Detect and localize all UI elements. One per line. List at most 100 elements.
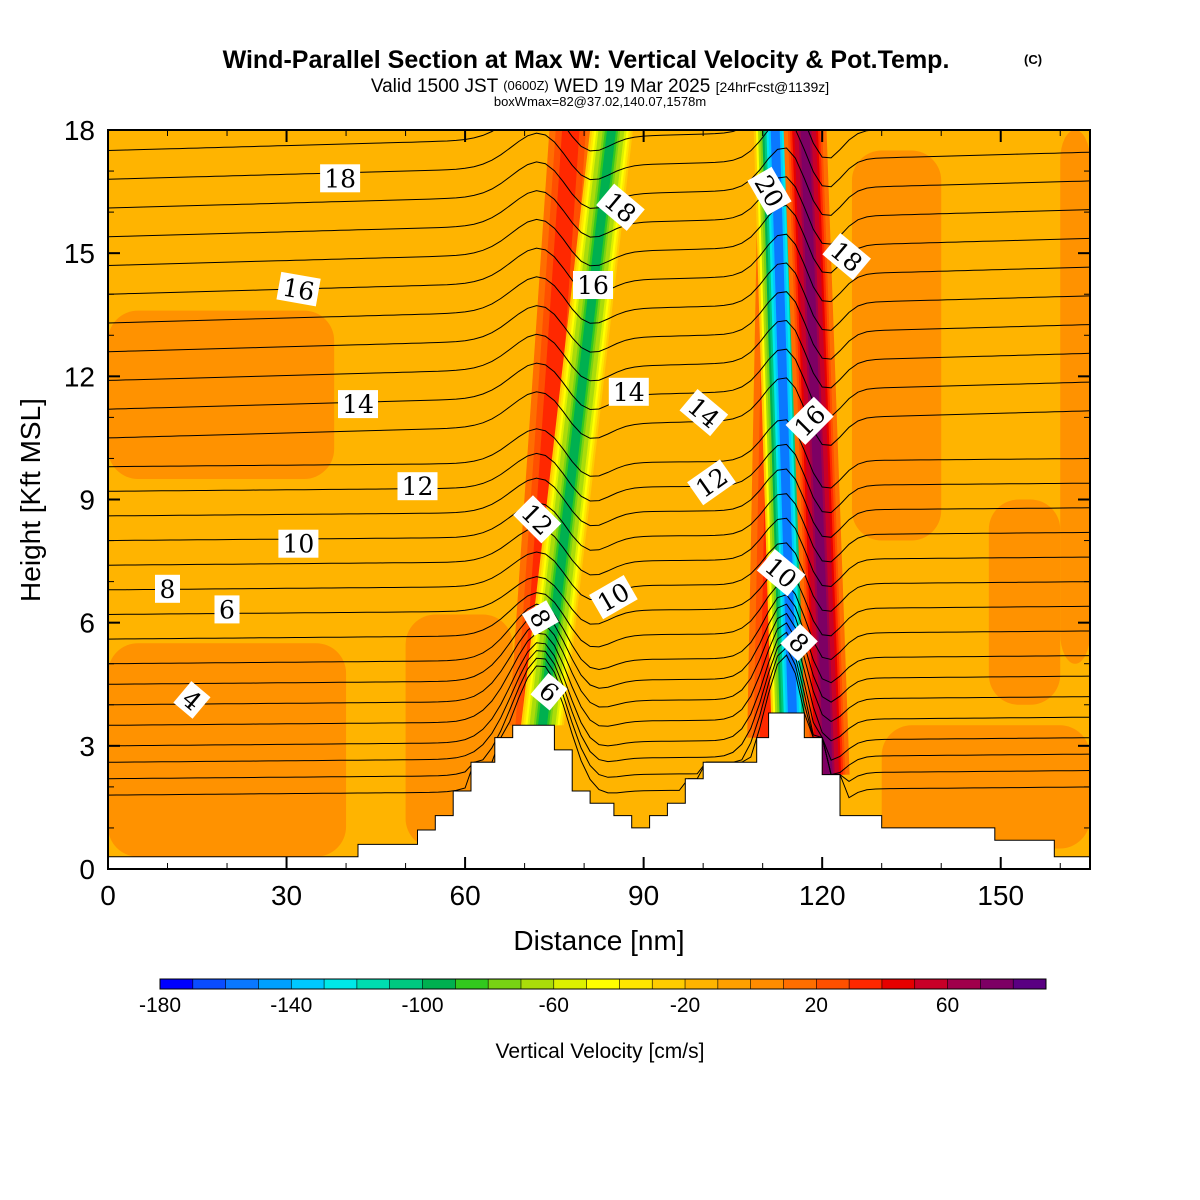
y-tick-label: 0 bbox=[79, 854, 95, 885]
theta-label-text: 10 bbox=[282, 530, 314, 559]
theta-label-text: 8 bbox=[160, 575, 176, 604]
theta-label: 6 bbox=[214, 595, 240, 624]
isentrope-line bbox=[108, 646, 1090, 783]
colorbar-swatch bbox=[225, 979, 259, 989]
colorbar-swatch bbox=[980, 979, 1014, 989]
theta-label-box bbox=[687, 459, 736, 506]
w-patch bbox=[988, 499, 1061, 705]
updraft-band-3-shade bbox=[800, 130, 833, 775]
colorbar: -180 -140 -100 -60 -20 20 60 bbox=[139, 978, 1047, 1017]
colorbar-tick-label: -20 bbox=[670, 994, 700, 1017]
theta-label-text: 14 bbox=[613, 378, 645, 407]
isentrope-line bbox=[108, 319, 1090, 389]
theta-label-text: 16 bbox=[577, 271, 609, 300]
theta-label: 16 bbox=[276, 271, 321, 307]
w-patch bbox=[108, 310, 335, 479]
theta-label-text: 16 bbox=[280, 273, 316, 307]
colorbar-swatch bbox=[160, 979, 194, 989]
colorbar-swatch bbox=[389, 979, 424, 989]
colorbar-frame bbox=[159, 978, 1047, 990]
w-patch bbox=[1060, 130, 1090, 664]
theta-label-box bbox=[573, 271, 613, 299]
colorbar-swatch bbox=[553, 979, 588, 989]
isentrope-line bbox=[108, 147, 1090, 216]
theta-label: 14 bbox=[338, 390, 378, 419]
w-patch bbox=[108, 643, 347, 857]
w-patch bbox=[851, 150, 942, 541]
x-tick-label: 0 bbox=[100, 880, 116, 911]
theta-label-text: 18 bbox=[324, 164, 356, 193]
potential-temperature-contours bbox=[108, 130, 1090, 799]
subtitle-zulu: (0600Z) bbox=[503, 78, 549, 93]
colorbar-swatch bbox=[422, 979, 456, 989]
isentrope-line bbox=[108, 622, 1090, 742]
isentrope-line bbox=[108, 348, 1090, 418]
isentrope-line bbox=[108, 419, 1090, 489]
theta-label-box bbox=[338, 390, 378, 419]
colorbar-swatch bbox=[849, 979, 883, 989]
isentrope-line bbox=[108, 377, 1090, 446]
isentrope-line bbox=[108, 517, 1090, 588]
theta-label: 16 bbox=[573, 271, 613, 300]
theta-label-box bbox=[747, 166, 792, 216]
isentrope-line bbox=[108, 612, 1090, 723]
x-tick-label: 90 bbox=[628, 880, 659, 911]
isentrope-line bbox=[108, 567, 1090, 637]
isentrope-line bbox=[108, 468, 1090, 538]
y-tick-label: 18 bbox=[64, 115, 95, 146]
colorbar-swatch bbox=[488, 979, 522, 989]
theta-label-box bbox=[155, 574, 180, 603]
chart-subtitle: Valid 1500 JST (0600Z) WED 19 Mar 2025 [… bbox=[371, 74, 829, 97]
colorbar-swatch bbox=[914, 979, 949, 989]
x-tick-label: 150 bbox=[977, 880, 1024, 911]
colorbar-tick-label: -100 bbox=[402, 994, 444, 1017]
subtitle-fcst: [24hrFcst@1139z] bbox=[716, 79, 830, 95]
isentrope-line bbox=[108, 594, 1090, 684]
axes: 0 30 60 90 120 150 0 3 6 9 12 15 18 bbox=[64, 115, 1090, 911]
theta-label-box bbox=[780, 623, 818, 662]
isentrope-line bbox=[108, 291, 1090, 360]
isentrope-line bbox=[108, 493, 1090, 563]
theta-label-box bbox=[173, 681, 211, 719]
colorbar-tick-label: 60 bbox=[936, 994, 959, 1017]
theta-label-box bbox=[822, 232, 871, 281]
colorbar-swatch bbox=[717, 979, 752, 989]
x-axis-label: Distance [nm] bbox=[513, 925, 684, 956]
isentrope-line bbox=[108, 262, 1090, 331]
theta-label: 18 bbox=[320, 164, 361, 193]
colorbar-swatch bbox=[258, 979, 292, 989]
x-tick-label: 60 bbox=[450, 880, 481, 911]
theta-label-box bbox=[785, 396, 834, 445]
isentrope-line bbox=[108, 582, 1090, 661]
colorbar-swatch bbox=[619, 979, 653, 989]
colorbar-tick-label: -60 bbox=[539, 994, 569, 1017]
theta-label-text: 6 bbox=[219, 595, 235, 624]
isentrope-line bbox=[108, 639, 1090, 776]
subtitle-valid: Valid 1500 JST bbox=[371, 76, 499, 97]
theta-label: 8 bbox=[155, 574, 180, 604]
theta-label-box bbox=[589, 575, 638, 620]
w-patch bbox=[881, 725, 1090, 849]
colorbar-swatch bbox=[750, 979, 784, 989]
subtitle-date: WED 19 Mar 2025 bbox=[554, 76, 710, 97]
colorbar-label: Vertical Velocity [cm/s] bbox=[496, 1040, 705, 1063]
y-tick-label: 15 bbox=[64, 238, 95, 269]
theta-label-box bbox=[397, 472, 438, 501]
theta-label-text: 14 bbox=[342, 390, 374, 419]
y-tick-label: 6 bbox=[79, 608, 95, 639]
terrain bbox=[108, 712, 1090, 869]
theta-label-box bbox=[513, 495, 562, 544]
theta-label-box bbox=[596, 183, 645, 231]
colorbar-tick-label: 20 bbox=[805, 994, 828, 1017]
isentrope-line bbox=[108, 654, 1090, 799]
isentrope-line bbox=[108, 631, 1090, 761]
theta-label-box bbox=[214, 595, 240, 624]
y-tick-label: 9 bbox=[79, 485, 95, 516]
subtitle-box-wmax: boxWmax=82@37.02,140.07,1578m bbox=[494, 94, 706, 109]
colorbar-swatch bbox=[652, 979, 686, 989]
colorbar-swatch bbox=[192, 979, 227, 989]
colorbar-tick-label: -180 bbox=[139, 994, 181, 1017]
theta-label: 10 bbox=[278, 529, 319, 559]
